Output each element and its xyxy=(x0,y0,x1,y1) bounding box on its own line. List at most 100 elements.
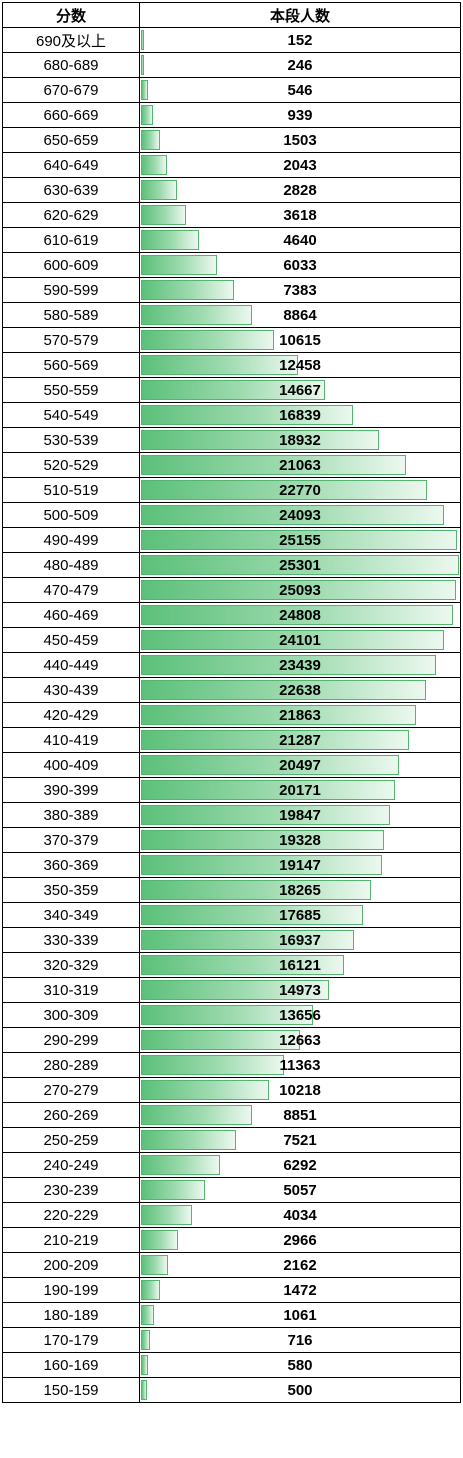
count-data-bar xyxy=(141,505,444,525)
count-cell: 16839 xyxy=(139,402,461,428)
table-row: 510-519 22770 xyxy=(2,477,461,503)
count-cell: 21063 xyxy=(139,452,461,478)
score-range-cell: 260-269 xyxy=(2,1102,140,1128)
table-row: 450-459 24101 xyxy=(2,627,461,653)
count-data-bar xyxy=(141,880,371,900)
table-row: 560-569 12458 xyxy=(2,352,461,378)
table-row: 460-469 24808 xyxy=(2,602,461,628)
table-row: 660-669 939 xyxy=(2,102,461,128)
count-data-bar xyxy=(141,180,177,200)
score-range-cell: 540-549 xyxy=(2,402,140,428)
count-cell: 546 xyxy=(139,77,461,103)
count-data-bar xyxy=(141,855,382,875)
count-value-label: 22638 xyxy=(279,681,321,699)
score-range-cell: 480-489 xyxy=(2,552,140,578)
count-data-bar xyxy=(141,1355,149,1375)
count-cell: 10218 xyxy=(139,1077,461,1103)
table-row: 420-429 21863 xyxy=(2,702,461,728)
count-value-label: 22770 xyxy=(279,481,321,499)
table-row: 320-329 16121 xyxy=(2,952,461,978)
table-row: 150-159 500 xyxy=(2,1377,461,1403)
table-row: 600-609 6033 xyxy=(2,252,461,278)
count-value-label: 20171 xyxy=(279,781,321,799)
score-range-cell: 160-169 xyxy=(2,1352,140,1378)
count-value-label: 3618 xyxy=(283,206,317,224)
count-cell: 25093 xyxy=(139,577,461,603)
count-data-bar xyxy=(141,380,326,400)
score-distribution-table: 分数 本段人数 690及以上 152 680-689 246 670-679 546 660… xyxy=(2,2,461,1403)
score-range-cell: 640-649 xyxy=(2,152,140,178)
table-row: 500-509 24093 xyxy=(2,502,461,528)
table-row: 250-259 7521 xyxy=(2,1127,461,1153)
count-value-label: 18932 xyxy=(279,431,321,449)
count-data-bar xyxy=(141,1330,150,1350)
score-range-cell: 660-669 xyxy=(2,102,140,128)
table-row: 680-689 246 xyxy=(2,52,461,78)
count-data-bar xyxy=(141,255,217,275)
table-row: 620-629 3618 xyxy=(2,202,461,228)
table-row: 580-589 8864 xyxy=(2,302,461,328)
score-range-cell: 390-399 xyxy=(2,777,140,803)
count-cell: 7383 xyxy=(139,277,461,303)
count-value-label: 1503 xyxy=(283,131,317,149)
count-data-bar xyxy=(141,805,391,825)
score-range-cell: 190-199 xyxy=(2,1277,140,1303)
count-data-bar xyxy=(141,355,298,375)
count-data-bar xyxy=(141,1180,205,1200)
count-value-label: 19328 xyxy=(279,831,321,849)
count-cell: 152 xyxy=(139,27,461,53)
count-cell: 1503 xyxy=(139,127,461,153)
table-row: 180-189 1061 xyxy=(2,1302,461,1328)
count-value-label: 24093 xyxy=(279,506,321,524)
count-value-label: 25093 xyxy=(279,581,321,599)
score-range-cell: 350-359 xyxy=(2,877,140,903)
count-data-bar xyxy=(141,630,444,650)
count-value-label: 1472 xyxy=(283,1281,317,1299)
count-cell: 19847 xyxy=(139,802,461,828)
count-data-bar xyxy=(141,1080,270,1100)
count-cell: 16121 xyxy=(139,952,461,978)
score-range-cell: 280-289 xyxy=(2,1052,140,1078)
table-row: 260-269 8851 xyxy=(2,1102,461,1128)
count-value-label: 12663 xyxy=(279,1031,321,1049)
count-data-bar xyxy=(141,55,145,75)
count-value-label: 2828 xyxy=(283,181,317,199)
count-cell: 4034 xyxy=(139,1202,461,1228)
count-data-bar xyxy=(141,230,200,250)
score-range-cell: 580-589 xyxy=(2,302,140,328)
count-data-bar xyxy=(141,830,384,850)
count-value-label: 21863 xyxy=(279,706,321,724)
table-row: 570-579 10615 xyxy=(2,327,461,353)
count-data-bar xyxy=(141,555,459,575)
count-cell: 24101 xyxy=(139,627,461,653)
count-value-label: 10218 xyxy=(279,1081,321,1099)
count-data-bar xyxy=(141,30,144,50)
count-data-bar xyxy=(141,930,354,950)
count-value-label: 939 xyxy=(287,106,313,124)
table-row: 630-639 2828 xyxy=(2,177,461,203)
count-cell: 2828 xyxy=(139,177,461,203)
score-range-cell: 570-579 xyxy=(2,327,140,353)
count-value-label: 13656 xyxy=(279,1006,321,1024)
score-range-cell: 460-469 xyxy=(2,602,140,628)
count-cell: 20171 xyxy=(139,777,461,803)
count-cell: 5057 xyxy=(139,1177,461,1203)
table-row: 290-299 12663 xyxy=(2,1027,461,1053)
count-data-bar xyxy=(141,280,234,300)
count-cell: 12458 xyxy=(139,352,461,378)
count-cell: 13656 xyxy=(139,1002,461,1028)
score-range-cell: 180-189 xyxy=(2,1302,140,1328)
count-value-label: 500 xyxy=(287,1381,313,1399)
table-row: 380-389 19847 xyxy=(2,802,461,828)
table-row: 330-339 16937 xyxy=(2,927,461,953)
count-value-label: 25301 xyxy=(279,556,321,574)
table-row: 480-489 25301 xyxy=(2,552,461,578)
score-range-cell: 510-519 xyxy=(2,477,140,503)
count-cell: 21287 xyxy=(139,727,461,753)
score-range-cell: 210-219 xyxy=(2,1227,140,1253)
count-value-label: 5057 xyxy=(283,1181,317,1199)
count-data-bar xyxy=(141,1055,284,1075)
score-range-cell: 300-309 xyxy=(2,1002,140,1028)
score-range-cell: 470-479 xyxy=(2,577,140,603)
count-value-label: 12458 xyxy=(279,356,321,374)
